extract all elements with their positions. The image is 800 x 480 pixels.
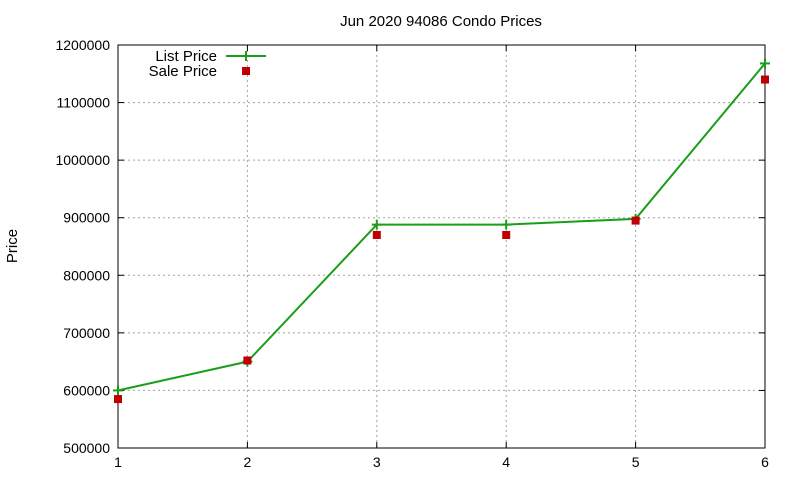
list-price-point	[501, 219, 512, 230]
sale-price-point	[761, 75, 769, 84]
series-layer	[113, 58, 770, 404]
chart-title: Jun 2020 94086 Condo Prices	[340, 13, 542, 30]
x-tick-label: 3	[373, 454, 381, 470]
list-price-point	[760, 58, 770, 69]
y-tick-label: 1200000	[55, 37, 110, 53]
legend-label-list-price: List Price	[155, 48, 217, 65]
y-tick-label: 1100000	[57, 95, 111, 111]
x-tick-label: 6	[761, 454, 769, 470]
x-tick-label: 5	[632, 454, 640, 470]
plot-frame	[117, 44, 766, 449]
y-tick-label: 800000	[63, 267, 110, 283]
legend-marker-sale-price	[242, 67, 250, 75]
y-tick-label: 900000	[63, 210, 110, 226]
x-tick-label: 1	[114, 454, 122, 470]
y-tick-label: 600000	[63, 382, 110, 398]
x-tick-label: 2	[244, 454, 252, 470]
y-tick-label: 700000	[63, 325, 110, 341]
grid	[118, 45, 765, 448]
sale-price-point	[502, 230, 511, 239]
sale-price-point	[114, 395, 122, 404]
series-line-list-price	[117, 62, 766, 392]
list-price-point	[113, 385, 123, 396]
sale-price-point	[372, 230, 381, 239]
y-tick-label: 1000000	[55, 152, 110, 168]
list-price-point	[371, 219, 382, 230]
sale-price-point	[243, 356, 252, 365]
x-tick-label: 4	[502, 454, 510, 470]
legend-label-sale-price: Sale Price	[149, 63, 217, 80]
y-axis-label: Price	[4, 229, 21, 263]
y-tick-label: 500000	[63, 440, 110, 456]
sale-price-point	[631, 216, 640, 225]
ticks: 1 2 3 4 5 6 500000 600000 700000 800000 900000 1000…	[55, 37, 769, 470]
